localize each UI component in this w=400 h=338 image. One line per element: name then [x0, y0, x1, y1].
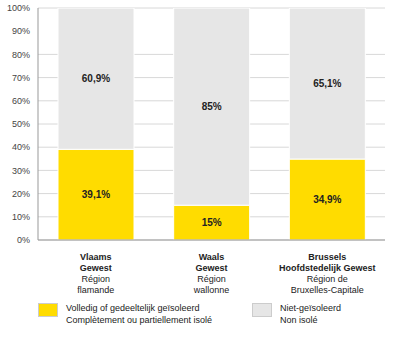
svg-text:15%: 15% — [202, 217, 222, 228]
svg-text:50%: 50% — [12, 119, 30, 129]
html-text:Niet-geïsoleerd: Niet-geïsoleerd — [280, 303, 342, 313]
svg-text:34,9%: 34,9% — [313, 194, 341, 205]
svg-text:60%: 60% — [12, 96, 30, 106]
svg-text:BrusselsHoofdstedelijk GewestR: BrusselsHoofdstedelijk GewestRégion deBr… — [279, 252, 376, 295]
svg-text:0%: 0% — [17, 235, 30, 245]
svg-text:100%: 100% — [8, 3, 30, 13]
html-text:Non isolé: Non isolé — [280, 315, 318, 325]
svg-text:60,9%: 60,9% — [82, 73, 110, 84]
svg-text:10%: 10% — [12, 212, 30, 222]
svg-text:WaalsGewestRégionwallonne: WaalsGewestRégionwallonne — [193, 252, 230, 295]
svg-text:30%: 30% — [12, 166, 30, 176]
svg-text:80%: 80% — [12, 50, 30, 60]
html-text:Complètement ou partiellement: Complètement ou partiellement isolé — [66, 315, 213, 325]
svg-text:65,1%: 65,1% — [313, 78, 341, 89]
svg-text:40%: 40% — [12, 142, 30, 152]
svg-text:90%: 90% — [12, 26, 30, 36]
svg-text:70%: 70% — [12, 73, 30, 83]
svg-text:39,1%: 39,1% — [82, 189, 110, 200]
svg-text:VlaamsGewestRégionflamande: VlaamsGewestRégionflamande — [77, 252, 114, 295]
svg-text:85%: 85% — [202, 101, 222, 112]
html-text:Volledig of gedeeltelijk geïso: Volledig of gedeeltelijk geïsoleerd — [66, 303, 200, 313]
svg-text:20%: 20% — [12, 189, 30, 199]
